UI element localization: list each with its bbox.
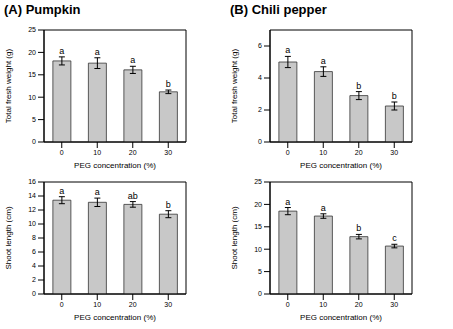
svg-text:0: 0 (32, 138, 36, 145)
svg-text:ab: ab (128, 191, 138, 201)
svg-text:30: 30 (390, 149, 398, 156)
svg-text:2: 2 (32, 276, 36, 283)
svg-text:30: 30 (164, 149, 172, 156)
svg-text:0: 0 (32, 290, 36, 297)
svg-text:Shoot length (cm): Shoot length (cm) (8, 206, 13, 269)
svg-text:PEG concentration (%): PEG concentration (%) (300, 161, 382, 170)
svg-text:6: 6 (258, 42, 262, 49)
svg-text:b: b (166, 79, 171, 89)
svg-text:a: a (95, 47, 100, 57)
svg-text:a: a (285, 197, 290, 207)
svg-text:10: 10 (93, 301, 101, 308)
svg-text:0: 0 (286, 301, 290, 308)
svg-text:10: 10 (319, 149, 327, 156)
svg-text:4: 4 (32, 262, 36, 269)
svg-text:20: 20 (355, 149, 363, 156)
svg-text:10: 10 (93, 149, 101, 156)
svg-text:10: 10 (319, 301, 327, 308)
svg-text:20: 20 (254, 201, 262, 208)
svg-text:a: a (95, 187, 100, 197)
svg-text:6: 6 (32, 248, 36, 255)
svg-text:2: 2 (258, 106, 262, 113)
svg-text:0: 0 (60, 149, 64, 156)
svg-text:b: b (166, 200, 171, 210)
svg-text:Total fresh weight (g): Total fresh weight (g) (230, 49, 239, 124)
svg-text:a: a (285, 45, 290, 55)
svg-text:20: 20 (129, 149, 137, 156)
svg-text:a: a (59, 186, 64, 196)
svg-text:20: 20 (28, 49, 36, 56)
svg-text:a: a (321, 56, 326, 66)
svg-text:5: 5 (258, 268, 262, 275)
svg-text:b: b (356, 223, 361, 233)
svg-text:16: 16 (28, 178, 36, 185)
svg-text:10: 10 (28, 220, 36, 227)
svg-text:Shoot length (cm): Shoot length (cm) (230, 206, 239, 269)
svg-text:10: 10 (28, 94, 36, 101)
svg-text:PEG concentration (%): PEG concentration (%) (74, 161, 156, 170)
svg-text:PEG concentration (%): PEG concentration (%) (74, 313, 156, 322)
svg-text:10: 10 (254, 246, 262, 253)
svg-text:a: a (59, 46, 64, 56)
html-text:(B) Chili pepper: (B) Chili pepper (230, 2, 327, 17)
svg-text:a: a (321, 203, 326, 213)
svg-text:15: 15 (254, 223, 262, 230)
svg-text:0: 0 (60, 301, 64, 308)
svg-text:30: 30 (390, 301, 398, 308)
svg-text:b: b (356, 81, 361, 91)
svg-text:20: 20 (355, 301, 363, 308)
svg-text:30: 30 (164, 301, 172, 308)
svg-text:b: b (392, 91, 397, 101)
svg-text:0: 0 (258, 138, 262, 145)
svg-text:0: 0 (258, 290, 262, 297)
svg-text:c: c (392, 233, 397, 243)
svg-text:PEG concentration (%): PEG concentration (%) (300, 313, 382, 322)
svg-text:0: 0 (286, 149, 290, 156)
html-text:(A) Pumpkin: (A) Pumpkin (4, 2, 81, 17)
svg-text:a: a (130, 55, 135, 65)
svg-text:4: 4 (258, 74, 262, 81)
svg-text:5: 5 (32, 116, 36, 123)
svg-text:15: 15 (28, 71, 36, 78)
svg-text:Total fresh weight (g): Total fresh weight (g) (8, 49, 13, 124)
svg-text:14: 14 (28, 192, 36, 199)
svg-text:12: 12 (28, 206, 36, 213)
svg-text:25: 25 (254, 178, 262, 185)
svg-text:25: 25 (28, 26, 36, 33)
svg-text:20: 20 (129, 301, 137, 308)
svg-text:8: 8 (32, 234, 36, 241)
